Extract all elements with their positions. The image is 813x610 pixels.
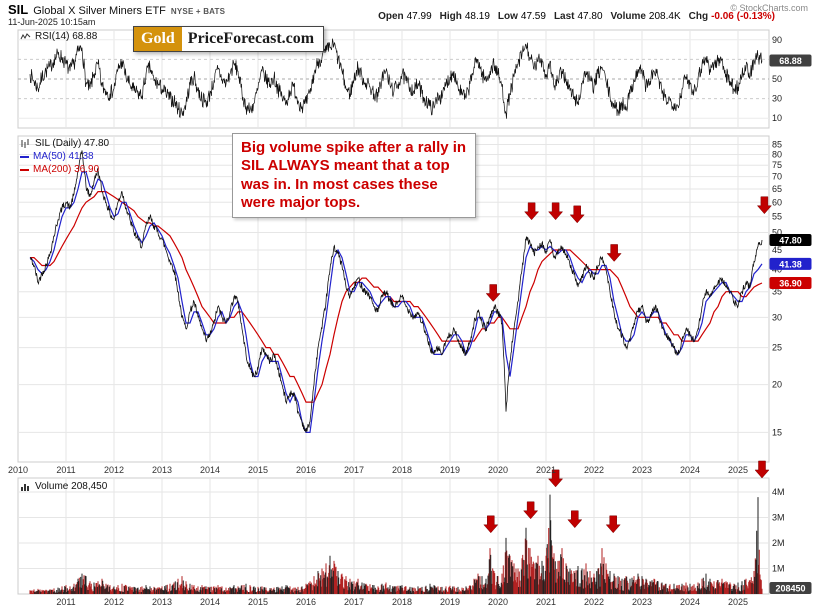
- svg-text:2017: 2017: [344, 597, 364, 607]
- svg-text:2018: 2018: [392, 465, 412, 475]
- svg-text:41.38: 41.38: [779, 259, 802, 269]
- svg-text:68.88: 68.88: [779, 56, 802, 66]
- svg-text:3M: 3M: [772, 513, 785, 523]
- security-name: Global X Silver Miners ETF: [33, 5, 166, 17]
- svg-text:2019: 2019: [440, 597, 460, 607]
- svg-text:15: 15: [772, 427, 782, 437]
- exchange-label: NYSE + BATS: [170, 7, 226, 16]
- ma50-legend: MA(50) 41.38: [20, 151, 94, 162]
- quote-last: Last 47.80: [553, 11, 603, 22]
- svg-text:2020: 2020: [488, 465, 508, 475]
- svg-text:2024: 2024: [680, 465, 700, 475]
- logo-gold-segment: Gold: [134, 27, 182, 51]
- svg-text:80: 80: [772, 150, 782, 160]
- quote-open: Open 47.99: [378, 11, 432, 22]
- chart-datetime: 11-Jun-2025 10:15am: [8, 17, 96, 27]
- svg-text:2014: 2014: [200, 597, 220, 607]
- svg-text:2013: 2013: [152, 597, 172, 607]
- logo-text-segment: PriceForecast.com: [181, 27, 324, 51]
- ma200-legend: MA(200) 36.90: [20, 164, 99, 175]
- ma50-line-icon: [20, 155, 29, 158]
- svg-text:2021: 2021: [536, 597, 556, 607]
- ma50-legend-label: MA(50) 41.38: [33, 151, 94, 162]
- svg-text:30: 30: [772, 312, 782, 322]
- ma200-legend-label: MA(200) 36.90: [33, 164, 100, 175]
- svg-text:50: 50: [772, 74, 782, 84]
- svg-text:2014: 2014: [200, 465, 220, 475]
- svg-text:2011: 2011: [56, 597, 75, 607]
- svg-text:1M: 1M: [772, 564, 785, 574]
- svg-text:2011: 2011: [56, 465, 75, 475]
- svg-text:65: 65: [772, 184, 782, 194]
- ma200-line-icon: [20, 168, 29, 171]
- svg-text:2013: 2013: [152, 465, 172, 475]
- svg-text:208450: 208450: [775, 584, 805, 594]
- svg-text:30: 30: [772, 94, 782, 104]
- svg-text:45: 45: [772, 245, 782, 255]
- svg-text:25: 25: [772, 343, 782, 353]
- svg-text:50: 50: [772, 228, 782, 238]
- svg-text:2022: 2022: [584, 597, 604, 607]
- svg-text:2015: 2015: [248, 597, 268, 607]
- copyright-label: © StockCharts.com: [730, 3, 808, 13]
- rsi-legend: RSI(14) 68.88: [20, 31, 97, 42]
- quote-bar: Open 47.99 High 48.19 Low 47.59 Last 47.80 V…: [378, 11, 775, 22]
- svg-text:2015: 2015: [248, 465, 268, 475]
- volume-legend: Volume 208,450: [20, 481, 107, 492]
- quote-change: Chg -0.06 (-0.13%): [688, 11, 775, 22]
- svg-text:2022: 2022: [584, 465, 604, 475]
- svg-text:2016: 2016: [296, 465, 316, 475]
- svg-text:2012: 2012: [104, 597, 124, 607]
- svg-text:2020: 2020: [488, 597, 508, 607]
- svg-text:60: 60: [772, 197, 782, 207]
- quote-volume: Volume 208.4K: [610, 11, 681, 22]
- quote-low: Low 47.59: [497, 11, 546, 22]
- svg-text:2017: 2017: [344, 465, 364, 475]
- goldpriceforecast-logo: Gold PriceForecast.com: [133, 26, 325, 52]
- svg-text:10: 10: [772, 113, 782, 123]
- svg-text:75: 75: [772, 160, 782, 170]
- svg-text:2024: 2024: [680, 597, 700, 607]
- svg-text:55: 55: [772, 212, 782, 222]
- svg-text:2021: 2021: [536, 465, 556, 475]
- volume-legend-label: Volume 208,450: [35, 481, 108, 492]
- svg-text:70: 70: [772, 172, 782, 182]
- volume-indicator-icon: [20, 482, 31, 491]
- svg-text:2023: 2023: [632, 465, 652, 475]
- svg-text:2018: 2018: [392, 597, 412, 607]
- chart-header: SIL Global X Silver Miners ETF NYSE + BA…: [8, 2, 225, 17]
- price-legend: SIL (Daily) 47.80: [20, 138, 109, 149]
- price-legend-label: SIL (Daily) 47.80: [35, 138, 110, 149]
- svg-text:2025: 2025: [728, 597, 748, 607]
- rsi-indicator-icon: [20, 32, 31, 41]
- svg-text:2023: 2023: [632, 597, 652, 607]
- svg-text:4M: 4M: [772, 487, 785, 497]
- price-chart-icon: [20, 139, 31, 148]
- svg-text:36.90: 36.90: [779, 278, 802, 288]
- svg-text:2016: 2016: [296, 597, 316, 607]
- rsi-legend-label: RSI(14) 68.88: [35, 31, 98, 42]
- annotation-box: Big volume spike after a rally in SIL AL…: [232, 133, 476, 219]
- svg-text:47.80: 47.80: [779, 236, 802, 246]
- ticker-symbol: SIL: [8, 2, 29, 17]
- svg-text:2M: 2M: [772, 538, 785, 548]
- svg-text:85: 85: [772, 139, 782, 149]
- svg-text:2010: 2010: [8, 465, 28, 475]
- svg-text:20: 20: [772, 380, 782, 390]
- svg-text:90: 90: [772, 35, 782, 45]
- svg-text:2012: 2012: [104, 465, 124, 475]
- svg-text:2019: 2019: [440, 465, 460, 475]
- quote-high: High 48.19: [439, 11, 490, 22]
- svg-text:2025: 2025: [728, 465, 748, 475]
- svg-text:35: 35: [772, 287, 782, 297]
